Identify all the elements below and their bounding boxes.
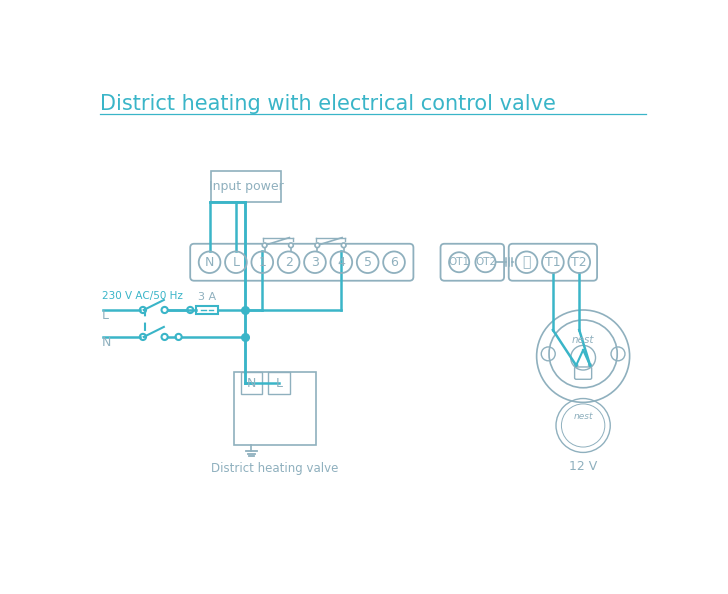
Text: T1: T1 [545,256,561,268]
Circle shape [315,243,320,248]
Circle shape [162,307,167,313]
Text: District heating valve: District heating valve [211,462,339,475]
Text: N: N [205,256,214,268]
Text: L: L [232,256,240,268]
Text: L: L [276,377,282,390]
Circle shape [341,243,346,248]
Text: 3: 3 [311,256,319,268]
Circle shape [175,334,182,340]
Text: L: L [102,309,109,322]
Text: 4: 4 [337,256,345,268]
Circle shape [262,243,267,248]
Text: N: N [102,336,111,349]
Circle shape [574,364,578,367]
Circle shape [140,307,146,313]
Circle shape [288,243,293,248]
Text: 5: 5 [364,256,372,268]
Text: nest: nest [574,412,593,421]
Circle shape [187,307,194,313]
Text: Input power: Input power [209,181,283,193]
Text: 6: 6 [390,256,398,268]
Text: District heating with electrical control valve: District heating with electrical control… [100,94,556,115]
Circle shape [162,334,167,340]
Text: ⏚: ⏚ [523,255,531,269]
Text: T2: T2 [571,256,587,268]
Text: 1: 1 [258,256,266,268]
Text: 2: 2 [285,256,293,268]
Text: OT2: OT2 [475,257,496,267]
Text: 230 V AC/50 Hz: 230 V AC/50 Hz [102,291,183,301]
Text: 12 V: 12 V [569,460,597,473]
Text: 3 A: 3 A [198,292,216,302]
Text: N: N [247,377,256,390]
Text: nest: nest [572,335,594,345]
Circle shape [588,364,592,367]
Circle shape [140,334,146,340]
Text: OT1: OT1 [448,257,470,267]
